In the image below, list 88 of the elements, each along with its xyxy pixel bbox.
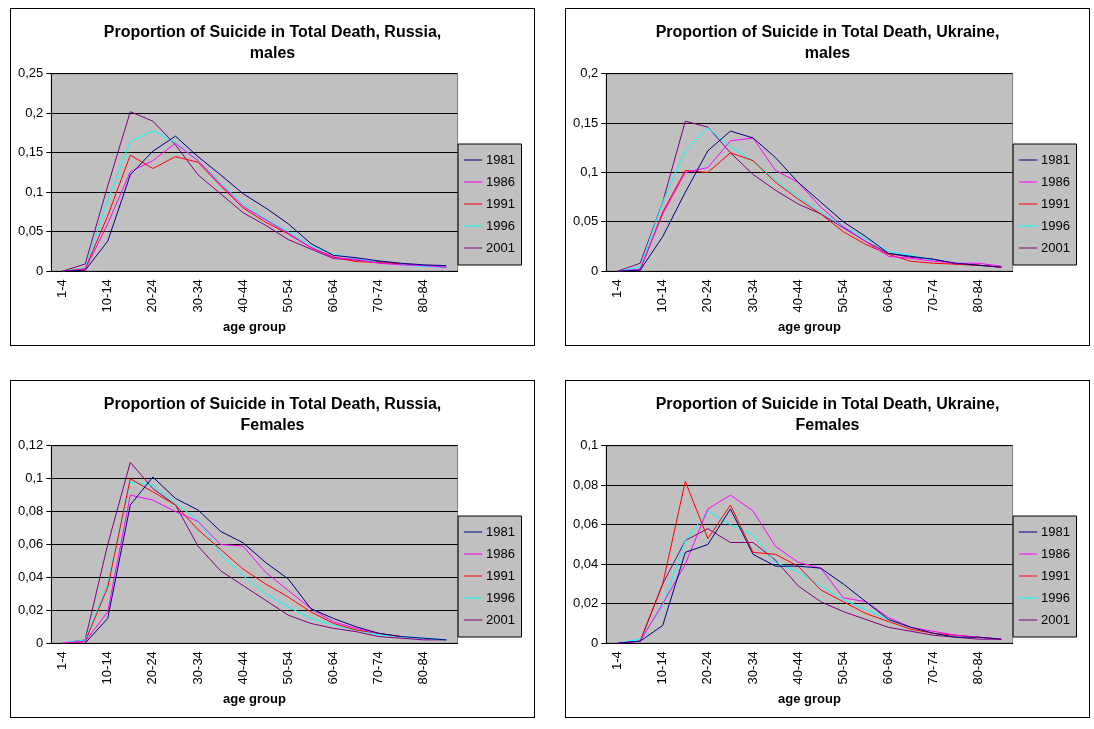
x-axis-title: age group	[223, 318, 286, 334]
legend-label: 1981	[486, 523, 515, 539]
x-tick-label: 60-64	[880, 651, 896, 685]
legend-label: 1981	[486, 151, 515, 167]
y-tick-label: 0,2	[580, 65, 599, 81]
x-tick-label: 40-44	[234, 279, 250, 313]
legend-label: 1991	[1041, 195, 1070, 211]
x-tick-label: 70-74	[925, 651, 941, 685]
legend-label: 1991	[1041, 567, 1070, 583]
legend-label: 1996	[486, 217, 515, 233]
legend-label: 2001	[486, 611, 515, 627]
y-tick-label: 0,05	[572, 213, 599, 229]
y-tick-label: 0,1	[580, 164, 599, 180]
x-tick-label: 30-34	[189, 279, 205, 313]
x-tick-label: 10-14	[99, 651, 115, 685]
x-tick-label: 10-14	[99, 279, 115, 313]
x-tick-label: 50-54	[834, 279, 850, 313]
legend-label: 1996	[1041, 589, 1070, 605]
y-tick-label: 0,02	[572, 595, 599, 611]
chart-title: Proportion of Suicide in Total Death, Ukraine, males	[654, 22, 1001, 63]
x-tick-label: 1-4	[609, 651, 625, 670]
y-tick-label: 0,25	[17, 65, 44, 81]
x-tick-label: 70-74	[370, 651, 386, 685]
x-tick-label: 70-74	[925, 279, 941, 313]
y-tick-label: 0,04	[572, 555, 599, 571]
legend-label: 1991	[486, 567, 515, 583]
x-axis-title: age group	[223, 690, 286, 706]
x-tick-label: 50-54	[279, 651, 295, 685]
y-tick-label: 0,1	[25, 183, 44, 199]
x-tick-label: 30-34	[744, 279, 760, 313]
x-tick-label: 1-4	[54, 651, 70, 670]
y-tick-label: 0	[36, 262, 44, 278]
y-tick-label: 0,2	[25, 104, 44, 120]
y-tick-label: 0,06	[572, 516, 599, 532]
legend-label: 2001	[1041, 239, 1070, 255]
y-tick-label: 0,08	[572, 476, 599, 492]
y-tick-label: 0,1	[580, 437, 599, 453]
x-tick-label: 60-64	[880, 279, 896, 313]
y-tick-label: 0	[591, 634, 599, 650]
x-tick-label: 1-4	[609, 279, 625, 298]
x-tick-label: 40-44	[789, 279, 805, 313]
x-tick-label: 30-34	[744, 651, 760, 685]
y-tick-label: 0,05	[17, 223, 44, 239]
legend-label: 1991	[486, 195, 515, 211]
chart-title: Proportion of Suicide in Total Death, Ukraine, Females	[654, 394, 1001, 435]
y-tick-label: 0,1	[25, 470, 44, 486]
x-tick-label: 50-54	[834, 651, 850, 685]
legend-label: 2001	[486, 239, 515, 255]
y-tick-label: 0,15	[572, 114, 599, 130]
legend-label: 1986	[1041, 545, 1070, 561]
x-tick-label: 20-24	[144, 279, 160, 313]
legend-label: 1981	[1041, 523, 1070, 539]
x-tick-label: 20-24	[699, 279, 715, 313]
x-tick-label: 20-24	[144, 651, 160, 685]
x-tick-label: 80-84	[415, 651, 431, 685]
y-tick-label: 0,15	[17, 144, 44, 160]
chart-title: Proportion of Suicide in Total Death, Russia, Females	[102, 394, 443, 435]
chart-title: Proportion of Suicide in Total Death, Russia, males	[102, 22, 443, 63]
x-tick-label: 1-4	[54, 279, 70, 298]
x-axis-title: age group	[778, 318, 841, 334]
legend-label: 1986	[486, 545, 515, 561]
x-tick-label: 40-44	[789, 651, 805, 685]
legend-label: 1996	[1041, 217, 1070, 233]
x-axis-title: age group	[778, 690, 841, 706]
legend-label: 2001	[1041, 611, 1070, 627]
legend-label: 1996	[486, 589, 515, 605]
y-tick-label: 0,04	[17, 568, 44, 584]
legend-label: 1981	[1041, 151, 1070, 167]
x-tick-label: 60-64	[325, 279, 341, 313]
x-tick-label: 50-54	[279, 279, 295, 313]
x-tick-label: 80-84	[415, 279, 431, 313]
x-tick-label: 30-34	[189, 651, 205, 685]
y-tick-label: 0,06	[17, 536, 44, 552]
y-tick-label: 0	[36, 634, 44, 650]
legend-label: 1986	[1041, 173, 1070, 189]
x-tick-label: 20-24	[699, 651, 715, 685]
y-tick-label: 0	[591, 262, 599, 278]
x-tick-label: 70-74	[370, 279, 386, 313]
legend-label: 1986	[486, 173, 515, 189]
y-tick-label: 0,08	[17, 503, 44, 519]
x-tick-label: 60-64	[325, 651, 341, 685]
x-tick-label: 40-44	[234, 651, 250, 685]
x-tick-label: 80-84	[970, 651, 986, 685]
x-tick-label: 10-14	[654, 279, 670, 313]
y-tick-label: 0,12	[17, 437, 44, 453]
x-tick-label: 10-14	[654, 651, 670, 685]
x-tick-label: 80-84	[970, 279, 986, 313]
y-tick-label: 0,02	[17, 601, 44, 617]
